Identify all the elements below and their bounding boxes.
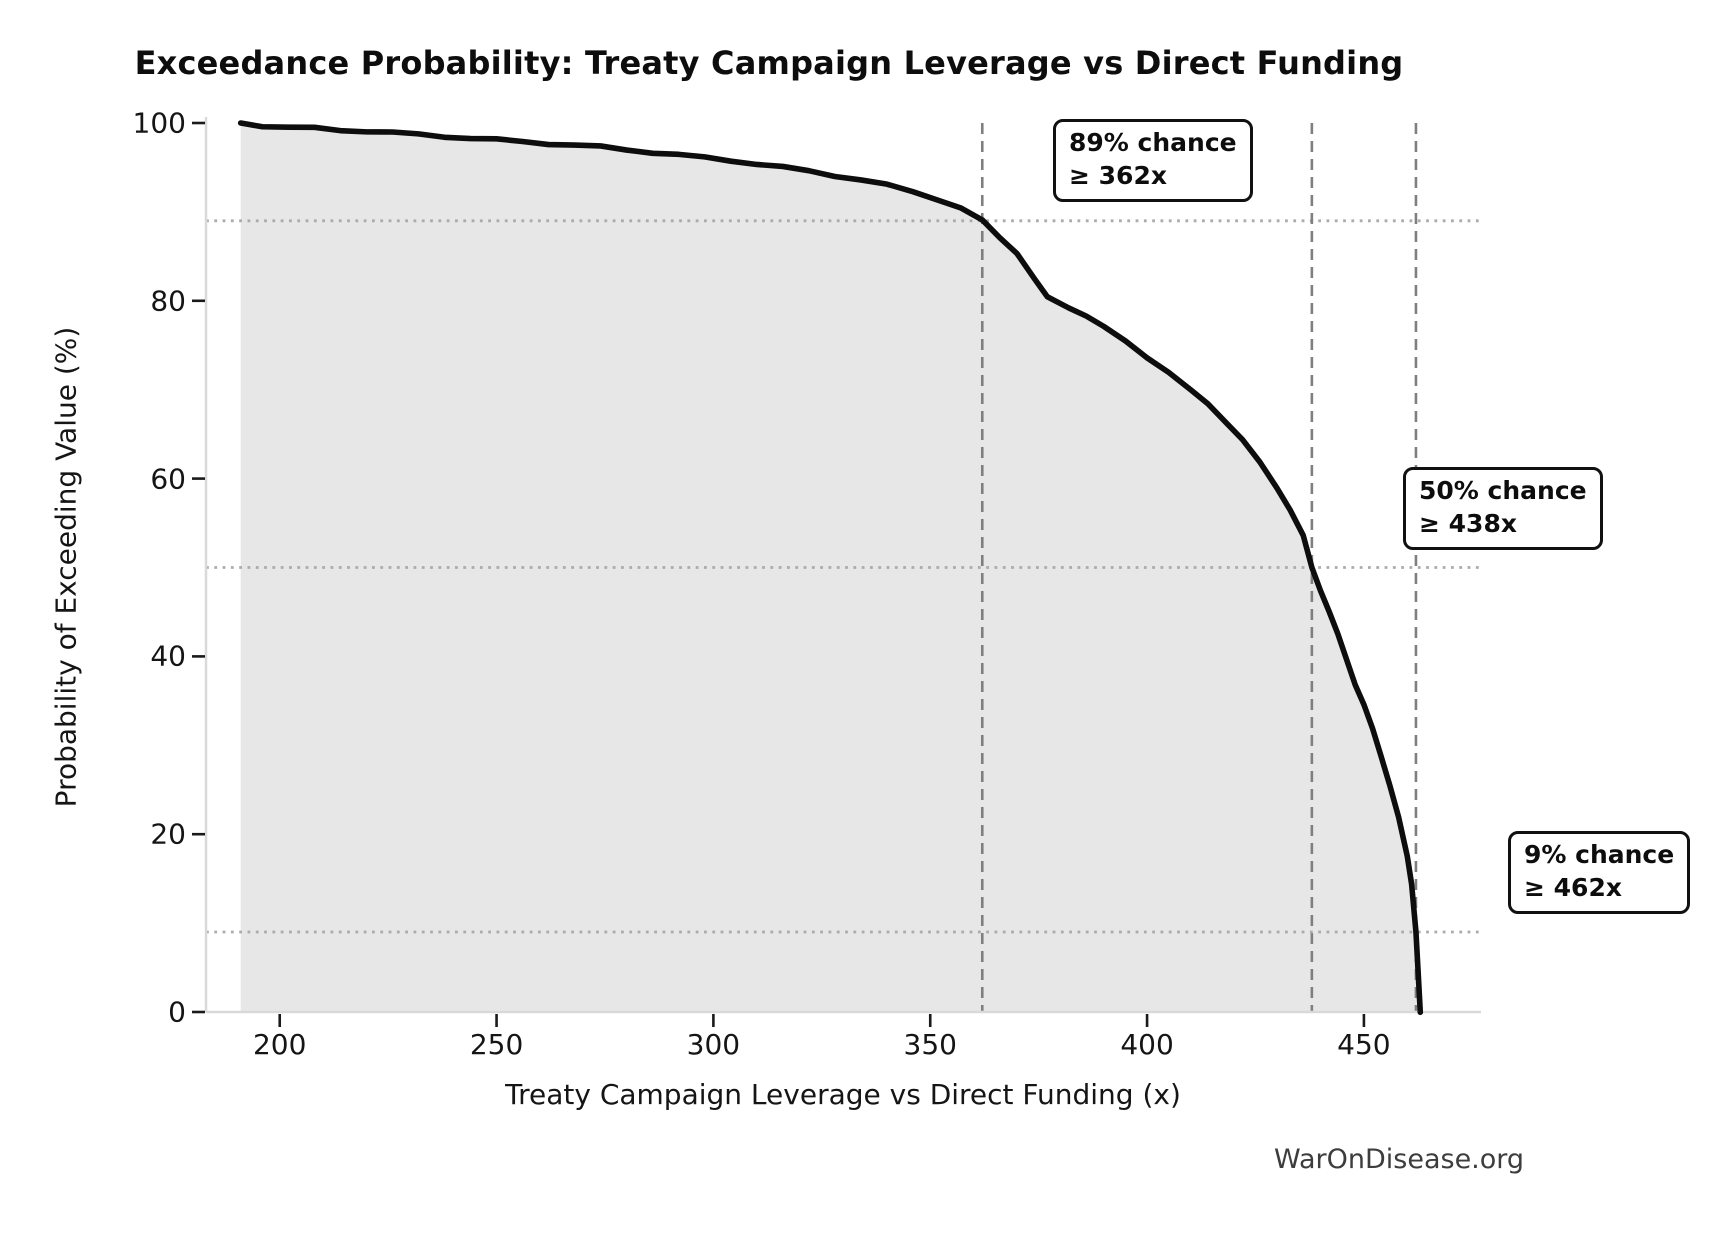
annotation-line: ≥ 438x (1419, 508, 1517, 538)
y-tick-label: 40 (150, 639, 186, 673)
annotation-line: 89% chance (1069, 128, 1237, 157)
y-tick-label: 20 (150, 817, 186, 851)
annotation-line: 50% chance (1419, 476, 1587, 505)
exceedance-curve-line (237, 120, 1424, 1016)
y-tick-label: 60 (150, 462, 186, 496)
x-tick-label: 400 (1120, 1028, 1174, 1061)
y-axis-label: Probability of Exceeding Value (%) (49, 326, 83, 808)
annotation-line: 9% chance (1524, 840, 1675, 869)
chart-title: Exceedance Probability: Treaty Campaign … (134, 44, 1404, 82)
y-tick-label: 0 (168, 995, 186, 1029)
x-tick-label: 250 (469, 1028, 524, 1061)
annotation-box-9pct: 9% chance ≥ 462x (1508, 831, 1691, 914)
watermark-text: WarOnDisease.org (1274, 1144, 1525, 1175)
annotation-line: ≥ 362x (1069, 160, 1167, 190)
x-tick-label: 350 (903, 1028, 957, 1061)
x-axis-label: Treaty Campaign Leverage vs Direct Fundi… (505, 1078, 1181, 1111)
annotation-box-50pct: 50% chance ≥ 438x (1403, 467, 1603, 550)
annotation-box-89pct: 89% chance ≥ 362x (1053, 119, 1253, 202)
y-tick-label: 80 (150, 284, 186, 318)
y-tick-label: 100 (132, 106, 186, 140)
x-tick-label: 300 (686, 1028, 741, 1061)
x-tick-label: 450 (1337, 1028, 1391, 1061)
annotation-line: ≥ 462x (1524, 872, 1622, 902)
x-tick-label: 200 (252, 1028, 307, 1061)
